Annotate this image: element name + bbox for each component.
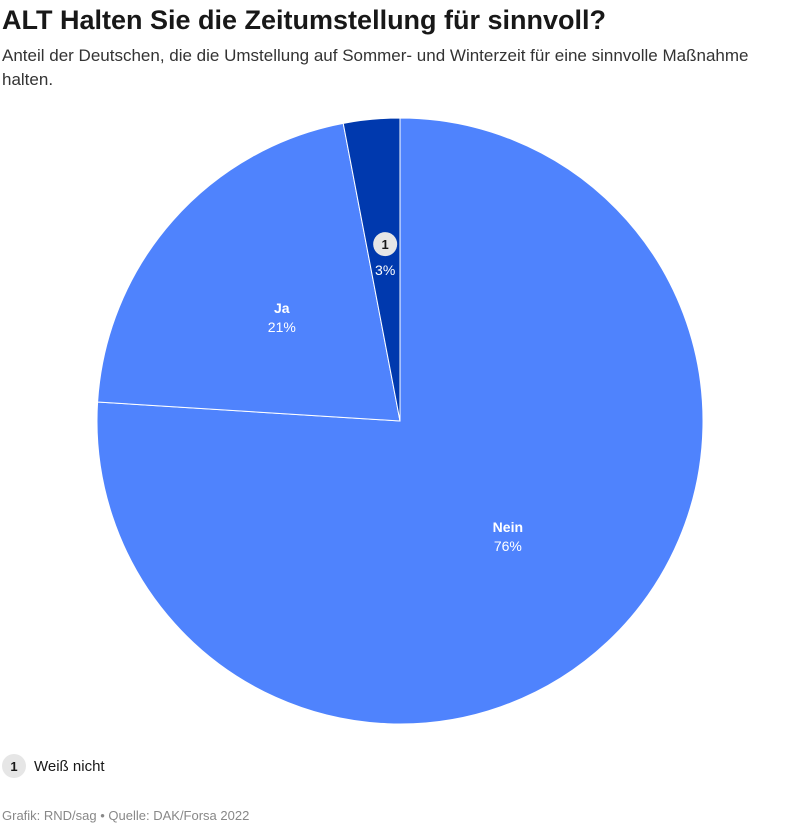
pie-slice-ja <box>97 122 401 422</box>
slice-value-label: 21% <box>268 319 296 335</box>
chart-title: ALT Halten Sie die Zeitumstellung für si… <box>2 5 607 35</box>
source-footer: Grafik: RND/sag • Quelle: DAK/Forsa 2022 <box>2 808 250 823</box>
slice-name-label: Ja <box>274 300 290 316</box>
pie-slice-wei-nicht <box>342 117 401 422</box>
pie-labels: Nein 76% Ja 21% 1 3% <box>268 232 523 554</box>
slice-value-label: 3% <box>375 262 395 278</box>
legend-marker: 1 <box>2 754 26 778</box>
slice-name-label: Nein <box>493 519 523 535</box>
legend-label: Weiß nicht <box>34 757 105 775</box>
chart-subtitle: Anteil der Deutschen, die die Umstellung… <box>2 46 749 89</box>
pie-slices <box>96 117 704 725</box>
slice-marker-badge <box>373 232 398 257</box>
slice-value-label: 76% <box>494 538 522 554</box>
slice-marker-text: 1 <box>382 237 389 252</box>
pie-chart: Nein 76% Ja 21% 1 3% <box>96 117 704 725</box>
legend: 1 Weiß nicht <box>2 754 105 778</box>
